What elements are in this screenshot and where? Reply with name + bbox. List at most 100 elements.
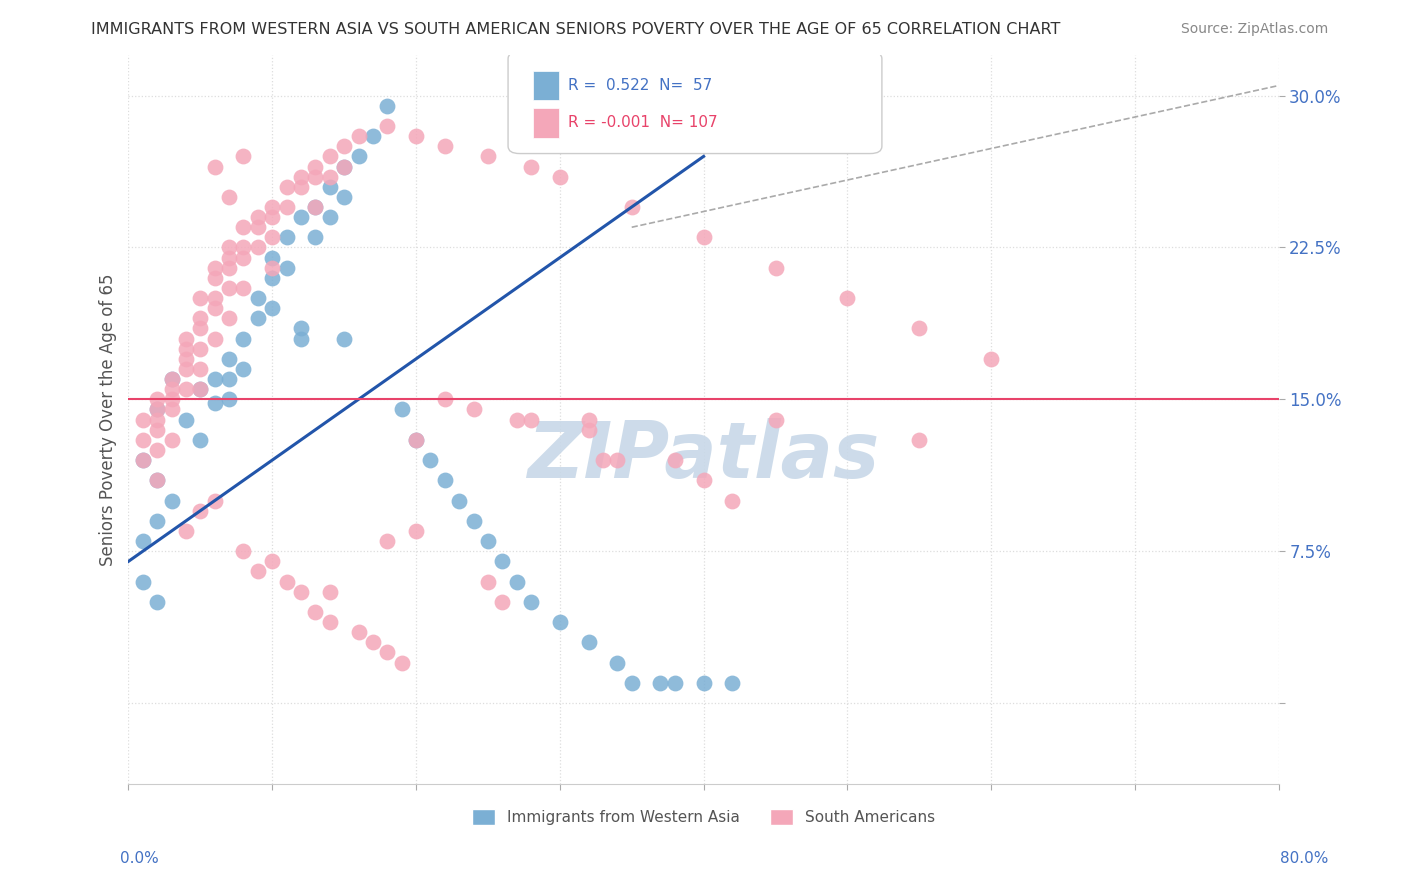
Point [174, 332, 197, 346]
Point [262, 251, 284, 265]
Point [664, 453, 686, 467]
Point [290, 210, 312, 224]
Point [132, 433, 155, 447]
Point [620, 200, 643, 214]
Point [146, 402, 169, 417]
Point [391, 402, 413, 417]
Point [174, 412, 197, 426]
Point [290, 321, 312, 335]
Point [980, 351, 1002, 366]
Point [477, 534, 499, 549]
Point [160, 382, 183, 396]
Point [204, 160, 226, 174]
Point [204, 493, 226, 508]
Point [132, 453, 155, 467]
Point [204, 372, 226, 386]
Point [246, 311, 269, 326]
Point [578, 423, 600, 437]
Point [160, 392, 183, 407]
Point [160, 372, 183, 386]
Point [276, 200, 298, 214]
Text: IMMIGRANTS FROM WESTERN ASIA VS SOUTH AMERICAN SENIORS POVERTY OVER THE AGE OF 6: IMMIGRANTS FROM WESTERN ASIA VS SOUTH AM… [91, 22, 1060, 37]
Text: R =  0.522  N=  57: R = 0.522 N= 57 [568, 78, 711, 94]
Point [132, 534, 155, 549]
Point [262, 200, 284, 214]
Point [174, 351, 197, 366]
Point [491, 554, 513, 568]
Point [620, 129, 643, 144]
Point [375, 119, 398, 133]
Point [433, 139, 456, 153]
Point [405, 433, 427, 447]
Point [405, 433, 427, 447]
Point [520, 412, 543, 426]
Point [190, 291, 212, 305]
Point [218, 190, 240, 204]
Point [262, 260, 284, 275]
Point [204, 332, 226, 346]
Point [160, 433, 183, 447]
Text: 80.0%: 80.0% [1281, 851, 1329, 865]
Point [361, 129, 384, 144]
Point [548, 169, 571, 184]
Point [204, 301, 226, 316]
Point [721, 676, 744, 690]
Text: 0.0%: 0.0% [120, 851, 159, 865]
FancyBboxPatch shape [533, 108, 558, 137]
Point [477, 149, 499, 163]
Point [463, 402, 485, 417]
Point [391, 656, 413, 670]
Point [319, 179, 342, 194]
Point [262, 554, 284, 568]
Point [765, 412, 787, 426]
Point [232, 240, 254, 254]
Point [333, 332, 356, 346]
Point [174, 362, 197, 376]
Point [246, 291, 269, 305]
Point [174, 524, 197, 538]
Point [232, 220, 254, 235]
Point [246, 220, 269, 235]
Legend: Immigrants from Western Asia, South Americans: Immigrants from Western Asia, South Amer… [465, 803, 942, 831]
Point [276, 179, 298, 194]
Point [620, 676, 643, 690]
Point [146, 392, 169, 407]
Point [692, 230, 714, 244]
Point [333, 190, 356, 204]
Point [276, 260, 298, 275]
Point [333, 160, 356, 174]
Point [692, 474, 714, 488]
Point [160, 372, 183, 386]
Point [146, 514, 169, 528]
Point [347, 625, 370, 640]
Point [908, 433, 931, 447]
Point [146, 442, 169, 457]
Point [375, 645, 398, 659]
Point [333, 139, 356, 153]
Point [520, 595, 543, 609]
Point [650, 676, 672, 690]
Point [319, 615, 342, 629]
Point [304, 169, 326, 184]
Point [721, 493, 744, 508]
Point [375, 99, 398, 113]
Point [190, 311, 212, 326]
Point [160, 402, 183, 417]
Point [204, 396, 226, 410]
Point [190, 362, 212, 376]
Point [174, 342, 197, 356]
Point [433, 392, 456, 407]
Y-axis label: Seniors Poverty Over the Age of 65: Seniors Poverty Over the Age of 65 [100, 273, 117, 566]
Point [232, 149, 254, 163]
Point [218, 251, 240, 265]
Point [232, 332, 254, 346]
Point [505, 574, 527, 589]
Point [132, 453, 155, 467]
Point [262, 301, 284, 316]
Point [765, 260, 787, 275]
Point [304, 605, 326, 619]
Point [347, 129, 370, 144]
Point [232, 362, 254, 376]
Point [290, 332, 312, 346]
Point [433, 474, 456, 488]
